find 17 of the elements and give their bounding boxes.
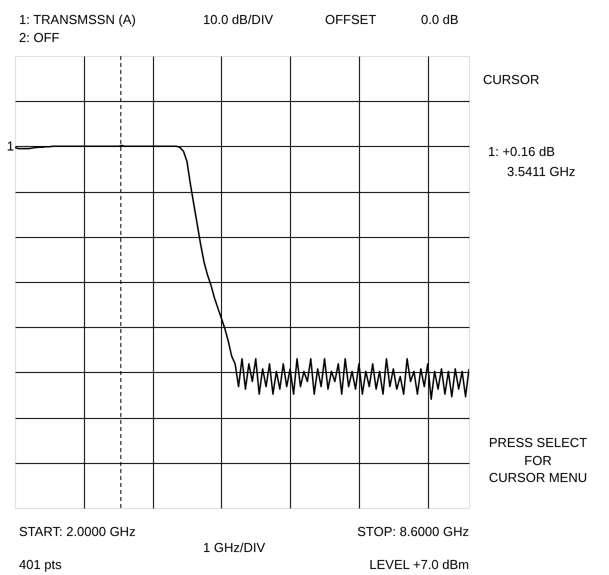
text: 3.5411 GHz xyxy=(507,164,576,179)
text: 401 pts xyxy=(19,557,62,572)
text: 0.0 dB xyxy=(421,12,459,27)
text: CURSOR xyxy=(483,72,540,87)
text: PRESS SELECT xyxy=(488,435,588,450)
text: STOP: 8.6000 GHz xyxy=(357,524,469,539)
text: 10.0 dB/DIV xyxy=(203,12,274,27)
text: 1: TRANSMSSN (A) xyxy=(19,12,136,27)
text: 2: OFF xyxy=(19,30,60,45)
text: 1 GHz/DIV xyxy=(203,540,266,555)
text: FOR xyxy=(524,453,552,468)
text: LEVEL +7.0 dBm xyxy=(369,557,469,572)
annotation: 1 xyxy=(6,138,14,154)
text: OFFSET xyxy=(325,12,376,27)
text: START: 2.0000 GHz xyxy=(19,524,136,539)
text: 1: +0.16 dB xyxy=(488,144,555,159)
text: CURSOR MENU xyxy=(488,470,588,485)
